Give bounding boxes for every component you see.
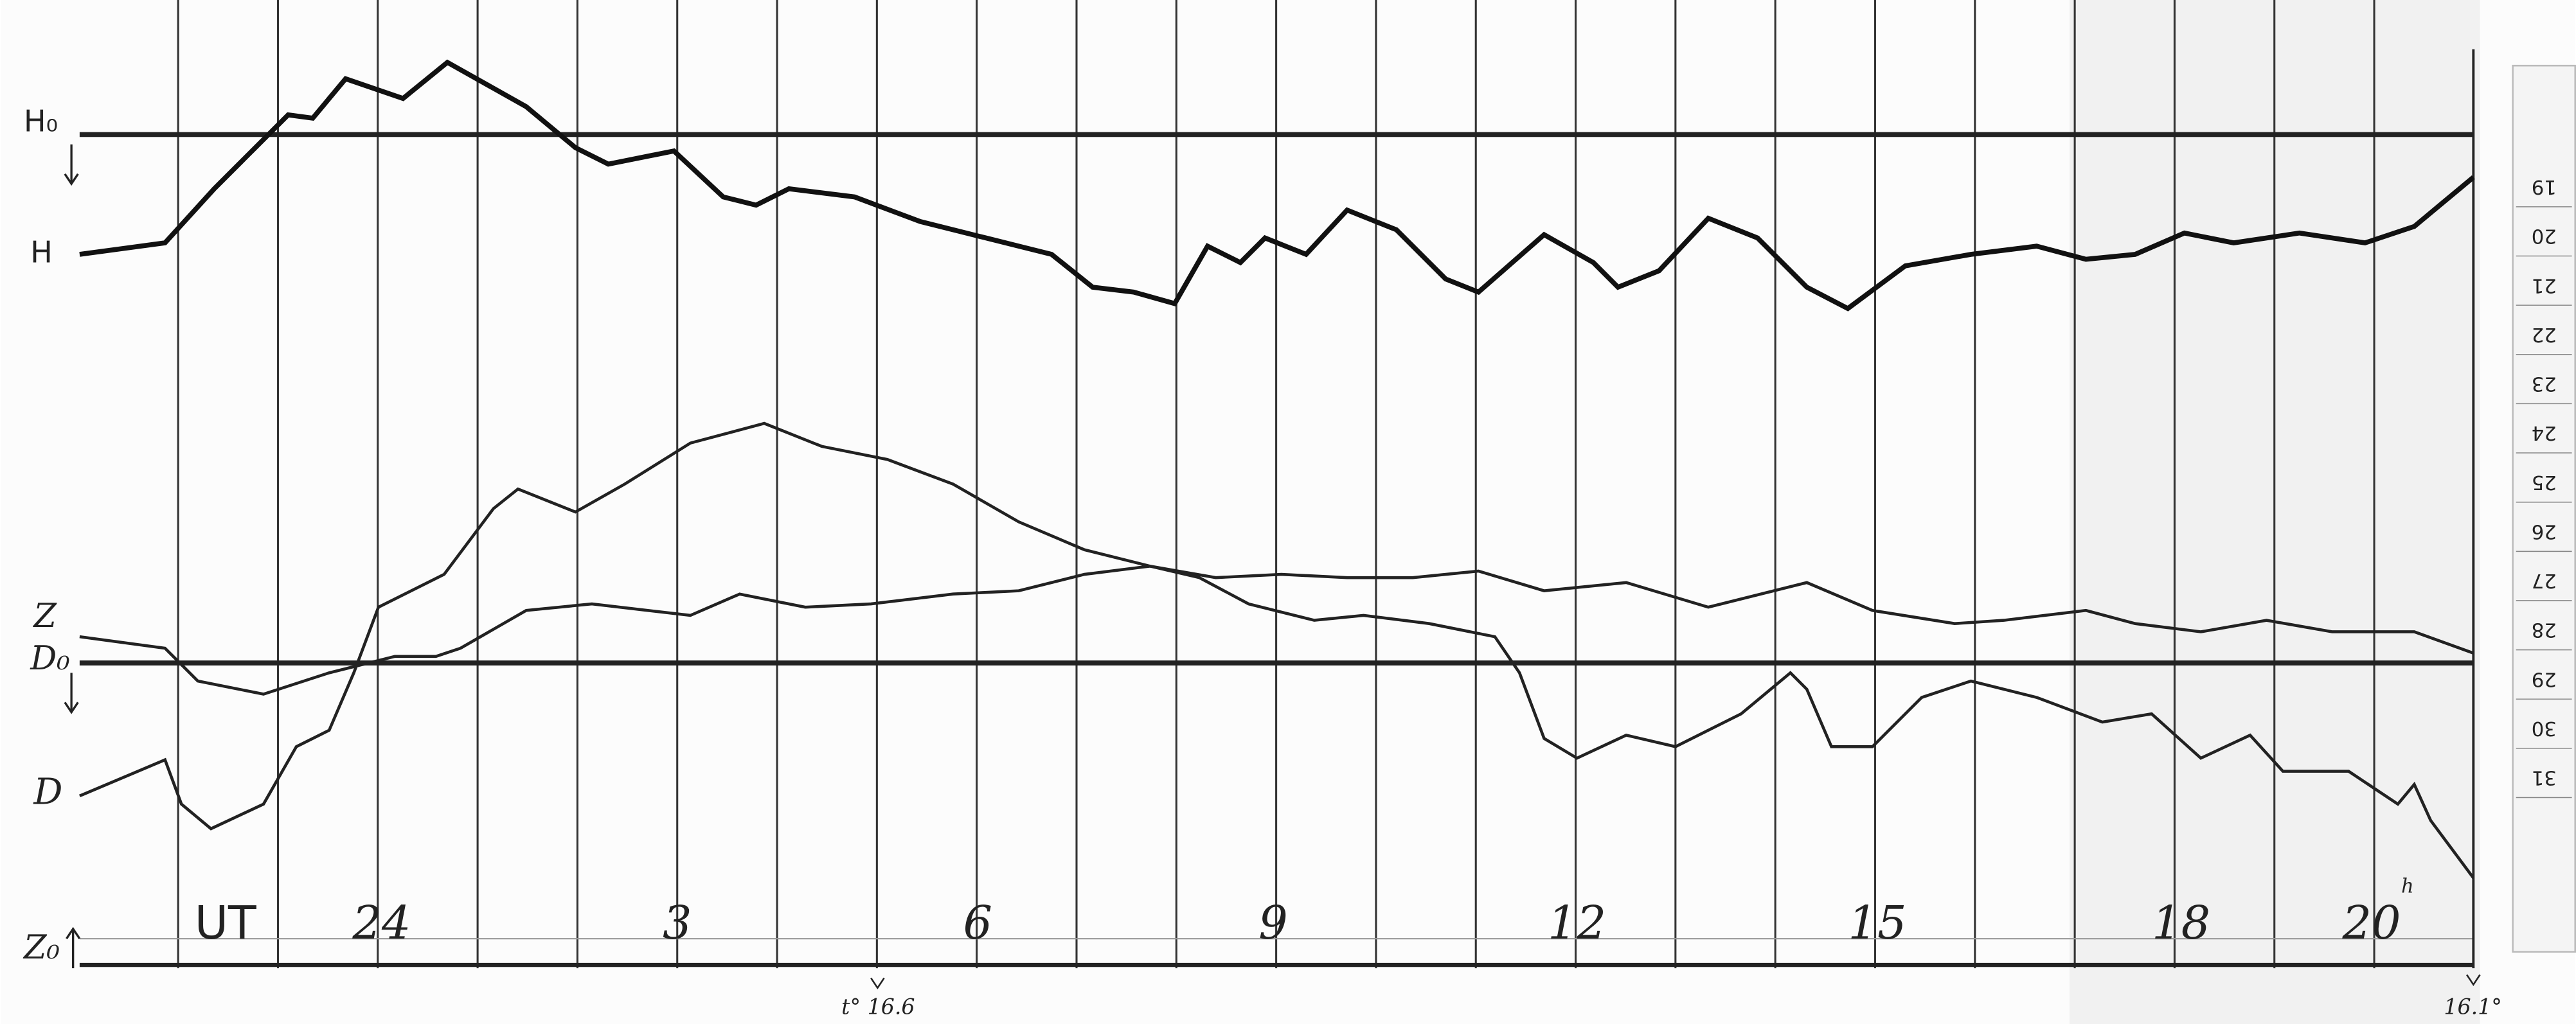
- hour-labels: 24 3 6 9 12 15 18 20: [352, 896, 2401, 949]
- scale-number: 30: [2532, 717, 2557, 739]
- hour-label: 18: [2152, 896, 2210, 949]
- scale-number: 26: [2532, 520, 2557, 542]
- start-temperature: t° 16.6: [841, 994, 915, 1020]
- d-trace: [79, 421, 2475, 879]
- h-trace: [79, 59, 2475, 312]
- arrows: [64, 144, 81, 969]
- scale-number: 22: [2532, 323, 2557, 346]
- scale-number: 31: [2532, 766, 2557, 789]
- hour-label: 20: [2341, 896, 2401, 949]
- d-label: D: [33, 772, 62, 813]
- hour-label: 15: [1848, 896, 1907, 949]
- scale-number: 20: [2532, 225, 2557, 247]
- hour-label: 24: [352, 896, 411, 949]
- z0-label: Z₀: [22, 929, 60, 967]
- scale-number: 27: [2532, 569, 2557, 592]
- scale-number: 25: [2532, 471, 2557, 493]
- h-label: H: [30, 235, 53, 270]
- ticks: [870, 974, 2481, 990]
- scale-number: 28: [2532, 619, 2557, 641]
- scale-number: 29: [2532, 667, 2557, 690]
- scale-number: 19: [2532, 175, 2557, 198]
- hour-label: 3: [663, 896, 692, 949]
- hour-suffix: h: [2401, 876, 2414, 898]
- scale-number: 24: [2532, 421, 2557, 444]
- scale-numbers: 19 20 21 22 23 24 25 26 27 28 29 30 31: [2516, 175, 2572, 799]
- scale-number: 21: [2532, 274, 2557, 296]
- hour-label: 6: [963, 896, 992, 949]
- z-label: Z: [32, 597, 57, 635]
- hour-label: 9: [1258, 896, 1288, 949]
- h0-label: H₀: [24, 103, 58, 138]
- d0-label: D₀: [30, 640, 69, 678]
- z-trace: [79, 564, 2474, 696]
- hour-lines: [177, 0, 2375, 969]
- end-temperature: 16.1°: [2444, 994, 2502, 1020]
- scale-number: 23: [2532, 373, 2557, 395]
- scale-strip: [2512, 64, 2576, 953]
- ut-label: UT: [195, 896, 256, 949]
- hour-label: 12: [1548, 896, 1606, 949]
